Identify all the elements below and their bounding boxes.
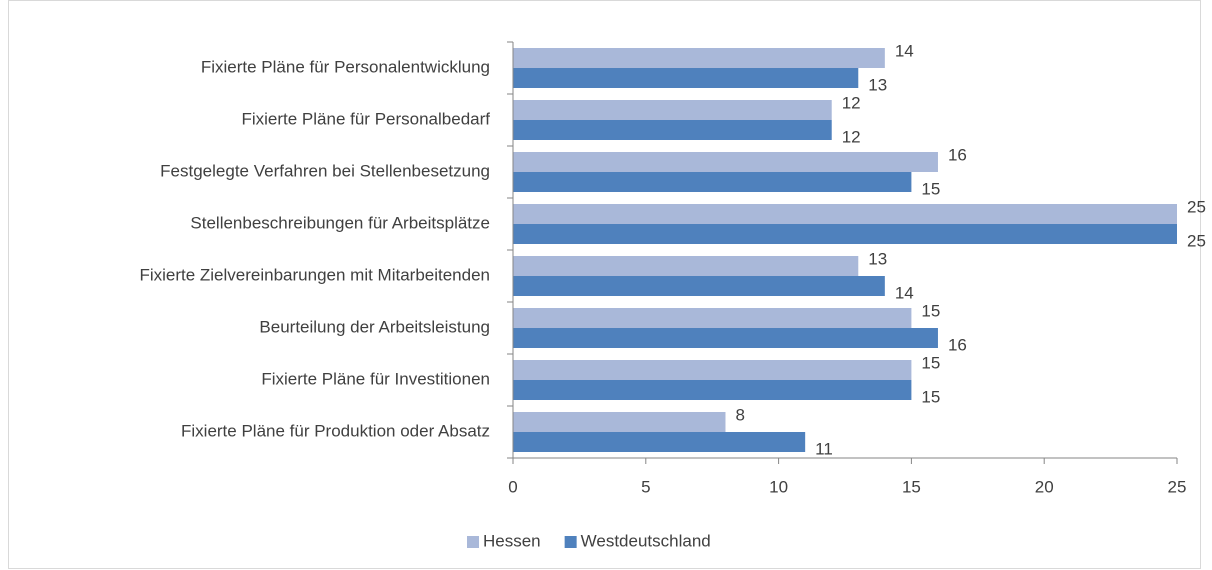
bar [513,100,832,120]
bar [513,412,726,432]
bar [513,172,912,192]
x-tick-label: 0 [508,477,517,496]
bar [513,308,912,328]
value-label: 25 [1187,197,1206,216]
value-label: 12 [842,127,861,146]
value-label: 15 [921,353,940,372]
y-tick-label: Festgelegte Verfahren bei Stellenbesetzu… [160,161,490,180]
value-label: 15 [921,301,940,320]
bar [513,276,885,296]
value-label: 15 [921,387,940,406]
legend-label: Hessen [483,531,541,550]
x-tick-label: 20 [1035,477,1054,496]
value-label: 14 [895,283,914,302]
bar [513,68,859,88]
legend-swatch [467,536,479,548]
value-label: 12 [842,93,861,112]
y-tick-label: Fixierte Pläne für Personalbedarf [241,109,490,128]
y-tick-label: Fixierte Pläne für Produktion oder Absat… [181,421,490,440]
bar [513,360,912,380]
x-tick-label: 15 [902,477,921,496]
bar [513,204,1177,224]
value-label: 11 [815,439,833,458]
x-tick-label: 25 [1168,477,1187,496]
bar [513,380,912,400]
value-label: 8 [735,405,744,424]
y-tick-label: Beurteilung der Arbeitsleistung [259,317,490,336]
bar [513,152,938,172]
x-tick-label: 5 [641,477,650,496]
value-label: 13 [868,75,887,94]
y-tick-label: Fixierte Pläne für Investitionen [261,369,490,388]
y-tick-label: Stellenbeschreibungen für Arbeitsplätze [190,213,490,232]
y-tick-label: Fixierte Pläne für Personalentwicklung [201,57,490,76]
bar [513,328,938,348]
value-label: 15 [921,179,940,198]
x-tick-label: 10 [769,477,788,496]
legend-label: Westdeutschland [581,531,711,550]
y-tick-label: Fixierte Zielvereinbarungen mit Mitarbei… [139,265,490,284]
value-label: 13 [868,249,887,268]
bar [513,432,806,452]
value-label: 14 [895,41,914,60]
value-label: 16 [948,335,967,354]
value-label: 16 [948,145,967,164]
bar [513,120,832,140]
bar [513,48,885,68]
bar [513,224,1177,244]
bar [513,256,859,276]
value-label: 25 [1187,231,1206,250]
legend-swatch [564,536,577,548]
